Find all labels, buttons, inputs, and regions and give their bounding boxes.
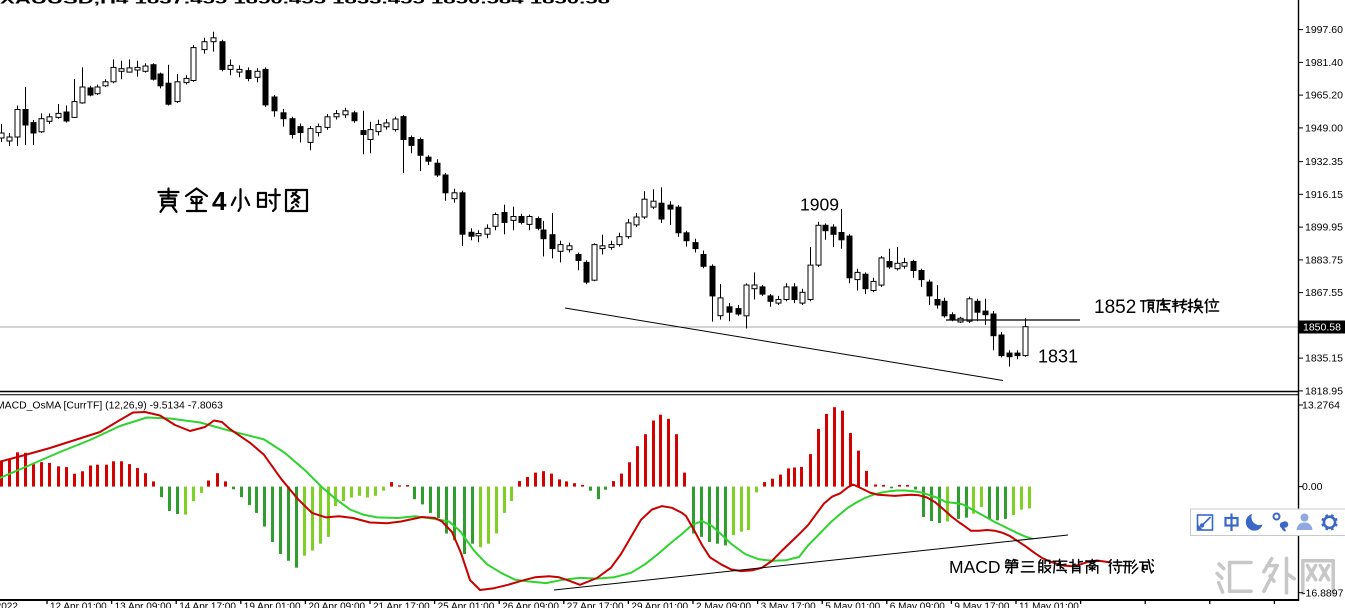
- svg-text:1909: 1909: [800, 195, 839, 215]
- svg-text:1850.58: 1850.58: [1303, 322, 1341, 334]
- svg-text:1852: 1852: [1094, 297, 1136, 318]
- svg-text:11 May 01:00: 11 May 01:00: [1019, 602, 1079, 608]
- svg-text:19 Apr 01:00: 19 Apr 01:00: [244, 602, 301, 608]
- svg-text:14 Apr 17:00: 14 Apr 17:00: [179, 602, 236, 608]
- svg-text:4: 4: [212, 186, 227, 216]
- svg-text:2 May 09:00: 2 May 09:00: [696, 602, 751, 608]
- svg-text:3 May 17:00: 3 May 17:00: [761, 602, 816, 608]
- svg-text:MACD: MACD: [949, 557, 1001, 577]
- svg-text:MACD_OsMA [CurrTF] (12,26,9) -: MACD_OsMA [CurrTF] (12,26,9) -9.5134 -7.…: [0, 401, 223, 412]
- svg-text:25 Apr 01:00: 25 Apr 01:00: [438, 602, 495, 608]
- svg-text:1932.35: 1932.35: [1305, 156, 1343, 168]
- svg-text:5 May 01:00: 5 May 01:00: [825, 602, 880, 608]
- svg-text:pr 2022: pr 2022: [0, 602, 18, 608]
- svg-text:21 Apr 17:00: 21 Apr 17:00: [373, 602, 430, 608]
- svg-text:1883.75: 1883.75: [1305, 255, 1343, 267]
- svg-text:13.2764: 13.2764: [1302, 400, 1340, 412]
- svg-text:1965.20: 1965.20: [1305, 90, 1343, 102]
- svg-text:27 Apr 17:00: 27 Apr 17:00: [567, 602, 624, 608]
- svg-text:1831: 1831: [1038, 347, 1078, 367]
- svg-text:1867.55: 1867.55: [1305, 287, 1343, 299]
- svg-text:29 Apr 01:00: 29 Apr 01:00: [631, 602, 688, 608]
- svg-text:20 Apr 09:00: 20 Apr 09:00: [308, 602, 365, 608]
- svg-text:1899.95: 1899.95: [1305, 222, 1343, 234]
- svg-text:9 May 17:00: 9 May 17:00: [954, 602, 1009, 608]
- svg-text:1835.15: 1835.15: [1305, 353, 1343, 365]
- svg-text:0.00: 0.00: [1302, 481, 1323, 493]
- svg-text:XAUUSD,H4 1837.455 1850.455 18: XAUUSD,H4 1837.455 1850.455 1833.455 185…: [0, 0, 610, 6]
- svg-text:1818.95: 1818.95: [1305, 386, 1343, 398]
- svg-text:-16.8897: -16.8897: [1302, 587, 1344, 599]
- svg-text:6 May 09:00: 6 May 09:00: [890, 602, 945, 608]
- svg-text:12 Apr 01:00: 12 Apr 01:00: [50, 602, 107, 608]
- svg-text:1981.40: 1981.40: [1305, 57, 1343, 69]
- svg-text:1997.60: 1997.60: [1305, 24, 1343, 36]
- svg-text:26 Apr 09:00: 26 Apr 09:00: [502, 602, 559, 608]
- svg-text:1916.15: 1916.15: [1305, 189, 1343, 201]
- svg-text:13 Apr 09:00: 13 Apr 09:00: [115, 602, 172, 608]
- svg-text:1949.00: 1949.00: [1305, 123, 1343, 135]
